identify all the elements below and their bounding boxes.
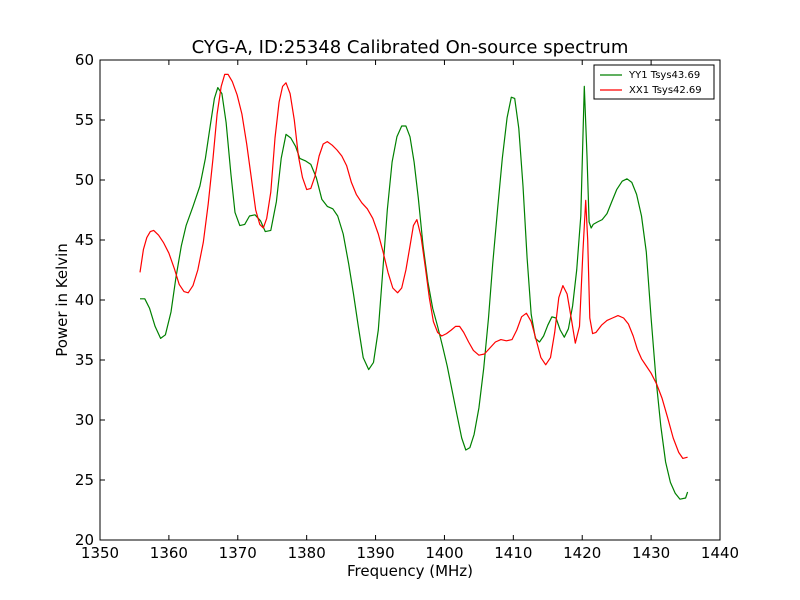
legend-box [593,64,715,100]
chart-title: CYG-A, ID:25348 Calibrated On-source spe… [192,37,629,58]
x-tick-label: 1360 [150,544,188,562]
x-axis-label: Frequency (MHz) [347,562,473,580]
x-tick-label: 1430 [632,544,670,562]
x-tick-label: 1370 [219,544,257,562]
y-tick-label: 45 [75,231,94,249]
y-tick-label: 20 [75,531,94,549]
y-tick-label: 55 [75,111,94,129]
x-axis: 1350 1360 1370 1380 1390 1400 1410 1420 1430 1440 [81,60,739,562]
legend: YY1 Tsys43.69 XX1 Tsys42.69 [593,64,715,100]
series-line-yy1 [140,85,689,500]
y-tick-label: 25 [75,471,94,489]
y-tick-label: 60 [75,51,94,69]
x-tick-label: 1390 [356,544,394,562]
plot-area: 1350 1360 1370 1380 1390 1400 1410 1420 1430 1440… [75,51,739,562]
y-tick-label: 30 [75,411,94,429]
y-axis-label: Power in Kelvin [53,243,71,357]
x-tick-label: 1410 [494,544,532,562]
y-tick-label: 40 [75,291,94,309]
series-line-xx1 [139,73,688,459]
y-tick-label: 50 [75,171,94,189]
series-layer [139,73,689,500]
legend-label-yy1: YY1 Tsys43.69 [628,70,700,81]
x-tick-label: 1350 [81,544,119,562]
y-tick-label: 35 [75,351,94,369]
legend-label-xx1: XX1 Tsys42.69 [629,85,702,96]
x-tick-label: 1380 [288,544,326,562]
x-tick-label: 1400 [425,544,463,562]
y-axis: 20 25 30 35 40 45 50 55 60 [75,51,720,549]
x-tick-label: 1420 [563,544,601,562]
x-tick-label: 1440 [701,544,739,562]
